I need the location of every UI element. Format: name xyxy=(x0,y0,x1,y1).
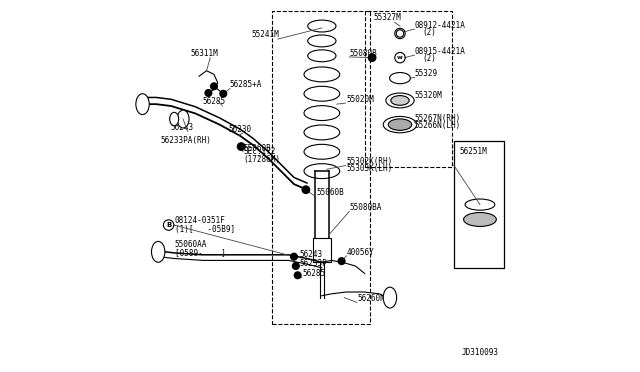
Text: 55060B: 55060B xyxy=(316,188,344,197)
Ellipse shape xyxy=(391,96,409,105)
Text: SEC.172: SEC.172 xyxy=(244,147,276,156)
Text: 55327M: 55327M xyxy=(374,13,402,22)
Ellipse shape xyxy=(170,112,179,126)
Circle shape xyxy=(302,186,310,193)
Text: 08124-0351F: 08124-0351F xyxy=(175,216,226,225)
Bar xyxy=(365,11,452,167)
Ellipse shape xyxy=(465,199,495,210)
Ellipse shape xyxy=(396,30,404,37)
Circle shape xyxy=(205,90,212,96)
Text: 56243: 56243 xyxy=(300,250,323,259)
Text: 55329: 55329 xyxy=(415,69,438,78)
Circle shape xyxy=(291,253,298,260)
Text: 55020M: 55020M xyxy=(346,95,374,104)
Ellipse shape xyxy=(463,212,497,227)
Text: 08915-4421A: 08915-4421A xyxy=(415,47,466,56)
Circle shape xyxy=(220,90,227,97)
Text: 55080B: 55080B xyxy=(349,49,378,58)
Text: (2): (2) xyxy=(422,28,436,37)
Text: 55060B: 55060B xyxy=(244,144,271,153)
Text: 56230: 56230 xyxy=(228,125,252,134)
Ellipse shape xyxy=(304,106,340,121)
Text: 56285: 56285 xyxy=(302,269,325,278)
Circle shape xyxy=(294,272,301,279)
Ellipse shape xyxy=(304,67,340,82)
Text: 55241M: 55241M xyxy=(252,30,279,39)
Text: 55302K(RH): 55302K(RH) xyxy=(346,157,392,166)
Text: B: B xyxy=(166,222,172,228)
Text: 55303K(LH): 55303K(LH) xyxy=(346,164,392,173)
Text: 56285+A: 56285+A xyxy=(230,80,262,89)
Text: N: N xyxy=(397,31,403,36)
Ellipse shape xyxy=(308,50,336,62)
Ellipse shape xyxy=(304,164,340,179)
Text: 55266N(LH): 55266N(LH) xyxy=(415,121,461,130)
Text: 56260N: 56260N xyxy=(357,294,385,303)
Ellipse shape xyxy=(152,241,165,262)
Ellipse shape xyxy=(136,94,149,115)
Circle shape xyxy=(211,83,218,90)
Ellipse shape xyxy=(388,119,412,130)
Ellipse shape xyxy=(383,116,417,133)
Text: 56285: 56285 xyxy=(203,97,226,106)
Circle shape xyxy=(292,263,299,269)
Circle shape xyxy=(338,258,345,264)
Ellipse shape xyxy=(383,287,397,308)
Ellipse shape xyxy=(304,86,340,101)
Text: 55060AA: 55060AA xyxy=(175,240,207,249)
Circle shape xyxy=(237,143,245,150)
Text: 55320M: 55320M xyxy=(415,92,443,100)
Text: (17286M): (17286M) xyxy=(243,155,280,164)
Circle shape xyxy=(369,54,376,61)
Bar xyxy=(314,238,331,262)
Ellipse shape xyxy=(386,93,414,108)
Ellipse shape xyxy=(177,110,189,128)
Ellipse shape xyxy=(308,35,336,47)
Text: 56233PA(RH): 56233PA(RH) xyxy=(161,136,212,145)
Ellipse shape xyxy=(304,125,340,140)
Text: (2): (2) xyxy=(422,54,436,63)
Text: 56311M: 56311M xyxy=(191,49,219,58)
Bar xyxy=(454,141,504,268)
Text: 08912-4421A: 08912-4421A xyxy=(415,21,466,30)
Text: [0589-    ]: [0589- ] xyxy=(175,248,226,257)
Text: w: w xyxy=(397,55,403,60)
Text: 56251M: 56251M xyxy=(460,147,487,156)
Ellipse shape xyxy=(304,144,340,159)
Text: 55267N(RH): 55267N(RH) xyxy=(415,114,461,123)
Text: (1)[   -05B9]: (1)[ -05B9] xyxy=(175,225,235,234)
Text: JD310093: JD310093 xyxy=(461,348,499,357)
Ellipse shape xyxy=(308,20,336,32)
Text: 56233P: 56233P xyxy=(300,259,327,268)
Ellipse shape xyxy=(390,73,410,84)
Text: 56243: 56243 xyxy=(170,123,193,132)
Text: 55080BA: 55080BA xyxy=(349,203,382,212)
Text: 40056Y: 40056Y xyxy=(347,248,374,257)
Bar xyxy=(271,11,370,324)
